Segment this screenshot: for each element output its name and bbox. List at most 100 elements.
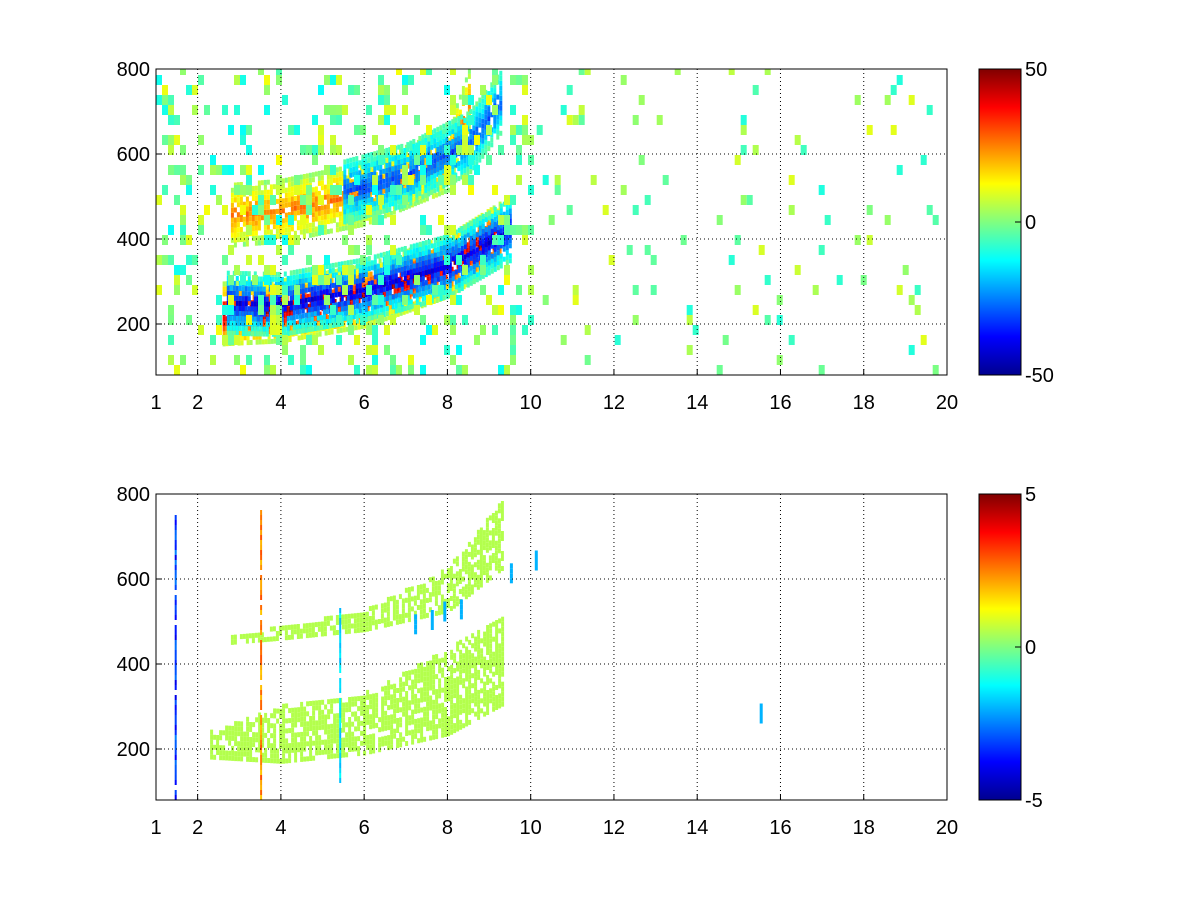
heatmap-cell bbox=[234, 726, 238, 732]
heatmap-cell bbox=[360, 315, 366, 325]
heatmap-cell bbox=[493, 221, 497, 227]
heatmap-cell bbox=[311, 232, 315, 238]
heatmap-cell bbox=[450, 69, 456, 75]
heatmap-cell bbox=[504, 365, 510, 375]
heatmap-cell bbox=[439, 260, 443, 266]
heatmap-cell bbox=[457, 126, 461, 132]
heatmap-cell bbox=[360, 730, 364, 736]
heatmap-cell bbox=[409, 254, 413, 260]
heatmap-cell bbox=[516, 175, 522, 185]
heatmap-cell bbox=[233, 227, 237, 233]
heatmap-cell bbox=[438, 723, 442, 729]
heatmap-cell bbox=[457, 262, 461, 268]
heatmap-cell bbox=[499, 203, 503, 209]
heatmap-cell bbox=[312, 265, 318, 275]
heatmap-cell bbox=[306, 293, 310, 299]
heatmap-cell bbox=[716, 365, 723, 375]
heatmap-cell bbox=[487, 235, 491, 241]
heatmap-cell bbox=[168, 315, 174, 325]
heatmap-cell bbox=[230, 192, 234, 198]
heatmap-cell bbox=[457, 247, 461, 253]
heatmap-cell bbox=[333, 698, 337, 704]
heatmap-cell bbox=[253, 321, 257, 327]
heatmap-cell bbox=[240, 185, 246, 195]
heatmap-cell bbox=[388, 265, 392, 271]
heatmap-cell bbox=[424, 260, 428, 266]
heatmap-cell bbox=[420, 717, 424, 723]
heatmap-cell bbox=[351, 320, 355, 326]
heatmap-cell bbox=[372, 185, 378, 195]
heatmap-cell bbox=[441, 722, 445, 728]
heatmap-cell bbox=[505, 250, 509, 255]
y-tick-label: 600 bbox=[117, 144, 150, 166]
heatmap-cell bbox=[301, 323, 305, 329]
heatmap-cell bbox=[324, 744, 328, 750]
heatmap-cell bbox=[487, 146, 491, 152]
heatmap-cell bbox=[486, 155, 492, 165]
heatmap-cell bbox=[397, 169, 401, 175]
heatmap-cell bbox=[740, 115, 747, 125]
heatmap-cell bbox=[430, 273, 434, 279]
heatmap-cell bbox=[656, 115, 663, 125]
heatmap-cell bbox=[298, 318, 302, 324]
heatmap-cell bbox=[420, 145, 426, 155]
heatmap-cell bbox=[283, 271, 287, 277]
heatmap-cell bbox=[354, 125, 360, 135]
heatmap-cell bbox=[256, 331, 260, 337]
heatmap-cell bbox=[246, 325, 250, 331]
heatmap-cell bbox=[409, 249, 413, 255]
heatmap-cell bbox=[441, 672, 445, 678]
heatmap-cell bbox=[332, 192, 336, 198]
heatmap-cell bbox=[336, 728, 340, 734]
heatmap-cell bbox=[312, 335, 318, 345]
heatmap-cell bbox=[450, 664, 454, 670]
heatmap-cell bbox=[451, 251, 455, 257]
heatmap-cell bbox=[429, 695, 433, 701]
heatmap-cell bbox=[496, 134, 500, 140]
heatmap-cell bbox=[468, 175, 474, 185]
heatmap-cell bbox=[326, 184, 330, 190]
heatmap-cell bbox=[372, 703, 376, 709]
heatmap-cell bbox=[293, 230, 297, 236]
heatmap-cell bbox=[233, 242, 237, 248]
heatmap-cell bbox=[542, 295, 549, 305]
heatmap-cell bbox=[359, 167, 363, 173]
heatmap-cell bbox=[398, 167, 402, 173]
heatmap-cell bbox=[192, 85, 198, 95]
heatmap-cell bbox=[378, 275, 384, 285]
heatmap-cell bbox=[484, 139, 488, 145]
heatmap-cell bbox=[370, 265, 374, 271]
heatmap-cell bbox=[451, 291, 455, 297]
heatmap-cell bbox=[228, 305, 234, 315]
heatmap-cell bbox=[360, 324, 364, 330]
heatmap-cell bbox=[764, 315, 771, 325]
heatmap-cell bbox=[270, 733, 274, 739]
heatmap-cell bbox=[241, 296, 245, 302]
heatmap-cell bbox=[450, 281, 454, 287]
heatmap-cell bbox=[367, 197, 371, 203]
heatmap-cell bbox=[366, 105, 372, 115]
heatmap-cell bbox=[264, 747, 268, 753]
heatmap-cell bbox=[303, 741, 307, 747]
heatmap-cell bbox=[300, 716, 304, 722]
heatmap-cell bbox=[373, 166, 377, 172]
heatmap-cell bbox=[510, 105, 516, 115]
heatmap-cell bbox=[311, 177, 315, 183]
heatmap-cell bbox=[289, 315, 293, 321]
heatmap-cell bbox=[252, 205, 258, 215]
heatmap-cell bbox=[305, 173, 309, 179]
heatmap-cell bbox=[493, 88, 497, 94]
heatmap-cell bbox=[363, 750, 367, 756]
heatmap-cell bbox=[409, 279, 413, 285]
heatmap-cell bbox=[390, 734, 394, 740]
heatmap-cell bbox=[219, 750, 223, 756]
heatmap-cell bbox=[343, 194, 347, 200]
heatmap-cell bbox=[318, 135, 324, 145]
heatmap-cell bbox=[301, 328, 305, 334]
heatmap-cell bbox=[252, 742, 256, 748]
heatmap-cell bbox=[372, 733, 376, 739]
heatmap-cell bbox=[455, 158, 459, 164]
heatmap-cell bbox=[285, 758, 289, 764]
heatmap-cell bbox=[423, 711, 427, 717]
heatmap-cell bbox=[369, 719, 373, 725]
